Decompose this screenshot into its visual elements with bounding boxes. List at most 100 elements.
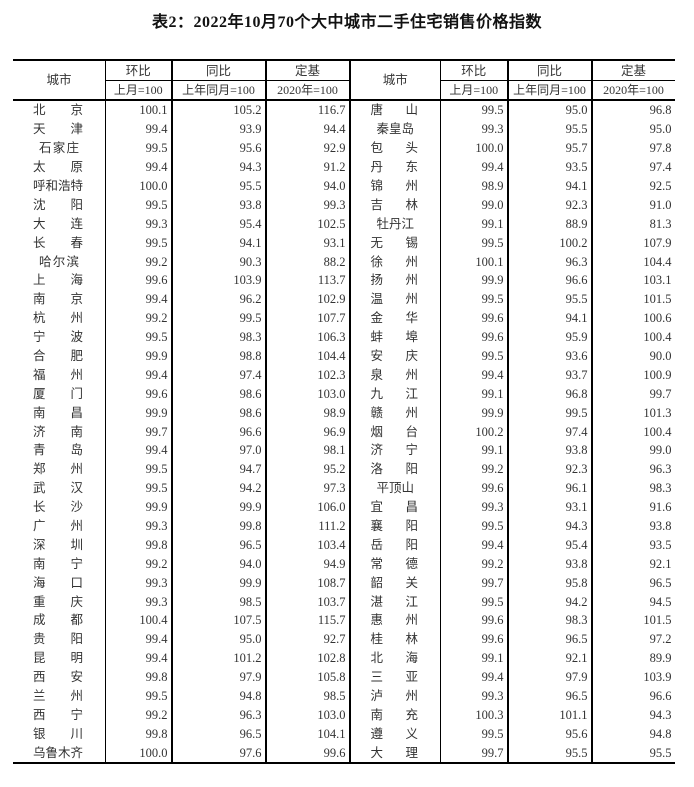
fixed-value: 102.9: [264, 289, 350, 309]
fixed-value: 102.5: [264, 214, 350, 234]
city-name: 南宁: [33, 555, 84, 571]
city-name: 桂林: [348, 629, 441, 649]
yoy-value: 99.9: [170, 573, 266, 593]
city-name: 北海: [348, 648, 441, 668]
mom-value: 99.4: [440, 157, 508, 177]
city-name: 遵义: [348, 724, 441, 744]
yoy-value: 101.2: [170, 648, 266, 668]
mom-value: 99.7: [440, 743, 508, 764]
yoy-value: 97.9: [506, 667, 592, 687]
header-fixed: 定基: [590, 60, 675, 81]
city-name: 青岛: [33, 442, 84, 458]
mom-value: 99.4: [105, 648, 172, 668]
mom-value: 99.9: [440, 271, 508, 290]
mom-value: 99.0: [440, 195, 508, 215]
fixed-value: 98.5: [264, 686, 350, 706]
mom-value: 99.5: [105, 138, 172, 158]
yoy-value: 95.4: [170, 214, 266, 234]
mom-value: 99.9: [105, 403, 172, 423]
table-row: 南宁 99.2 94.0 94.9 常德 99.2 93.8 92.1: [13, 554, 675, 574]
header-yoy: 同比: [170, 60, 266, 81]
table-row: 昆明 99.4 101.2 102.8 北海 99.1 92.1 89.9: [13, 648, 675, 668]
yoy-value: 97.9: [170, 667, 266, 687]
yoy-value: 99.5: [170, 308, 266, 328]
fixed-value: 100.6: [590, 308, 675, 328]
city-name: 三亚: [348, 667, 441, 687]
table-row: 青岛 99.4 97.0 98.1 济宁 99.1 93.8 99.0: [13, 441, 675, 460]
mom-value: 99.3: [440, 497, 508, 517]
fixed-value: 95.5: [590, 743, 675, 764]
city-name: 重庆: [33, 593, 84, 609]
table-row: 天津 99.4 93.9 94.4 秦皇岛 99.3 95.5 95.0: [13, 119, 675, 139]
yoy-value: 95.6: [170, 138, 266, 158]
fixed-value: 81.3: [590, 214, 675, 234]
mom-value: 99.4: [105, 629, 172, 649]
city-name: 岳阳: [348, 535, 441, 555]
fixed-value: 107.7: [264, 308, 350, 328]
city-name: 福州: [33, 366, 84, 382]
mom-value: 99.8: [105, 535, 172, 555]
fixed-value: 94.9: [264, 554, 350, 574]
mom-value: 99.6: [105, 271, 172, 290]
fixed-value: 89.9: [590, 648, 675, 668]
header-fixed: 定基: [264, 60, 350, 81]
fixed-value: 104.4: [264, 346, 350, 366]
table-row: 杭州 99.2 99.5 107.7 金华 99.6 94.1 100.6: [13, 308, 675, 328]
city-name: 贵阳: [33, 631, 84, 647]
fixed-value: 99.7: [590, 384, 675, 404]
fixed-value: 90.0: [590, 346, 675, 366]
yoy-value: 98.8: [170, 346, 266, 366]
fixed-value: 95.2: [264, 459, 350, 479]
fixed-value: 96.3: [590, 459, 675, 479]
yoy-value: 96.6: [506, 271, 592, 290]
yoy-value: 94.2: [170, 478, 266, 498]
yoy-value: 95.7: [506, 138, 592, 158]
fixed-value: 101.3: [590, 403, 675, 423]
city-name: 哈尔滨: [39, 253, 80, 269]
city-name: 无锡: [348, 233, 441, 253]
table-row: 长春 99.5 94.1 93.1 无锡 99.5 100.2 107.9: [13, 233, 675, 253]
mom-value: 99.6: [440, 308, 508, 328]
fixed-value: 102.8: [264, 648, 350, 668]
city-name: 合肥: [33, 348, 84, 364]
fixed-value: 91.0: [590, 195, 675, 215]
table-row: 广州 99.3 99.8 111.2 襄阳 99.5 94.3 93.8: [13, 516, 675, 536]
mom-value: 99.5: [440, 100, 508, 120]
city-name: 吉林: [348, 195, 441, 215]
header-mom: 环比: [105, 60, 172, 81]
fixed-value: 99.3: [264, 195, 350, 215]
city-name: 昆明: [33, 650, 84, 666]
mom-value: 99.5: [105, 195, 172, 215]
table-row: 西安 99.8 97.9 105.8 三亚 99.4 97.9 103.9: [13, 667, 675, 687]
city-name: 秦皇岛: [348, 119, 441, 139]
table-row: 上海 99.6 103.9 113.7 扬州 99.9 96.6 103.1: [13, 271, 675, 290]
mom-value: 99.1: [440, 214, 508, 234]
city-name: 金华: [348, 308, 441, 328]
mom-value: 99.4: [105, 365, 172, 385]
mom-value: 99.1: [440, 441, 508, 460]
city-name: 太原: [33, 159, 84, 175]
mom-value: 99.4: [440, 535, 508, 555]
yoy-value: 94.1: [170, 233, 266, 253]
yoy-value: 95.5: [506, 119, 592, 139]
mom-value: 99.5: [440, 724, 508, 744]
fixed-value: 103.0: [264, 705, 350, 725]
fixed-value: 98.3: [590, 478, 675, 498]
table-row: 哈尔滨 99.2 90.3 88.2 徐州 100.1 96.3 104.4: [13, 252, 675, 272]
yoy-value: 95.0: [170, 629, 266, 649]
table-row: 南昌 99.9 98.6 98.9 赣州 99.9 99.5 101.3: [13, 403, 675, 423]
yoy-value: 97.0: [170, 441, 266, 460]
fixed-value: 91.2: [264, 157, 350, 177]
city-name: 洛阳: [348, 459, 441, 479]
yoy-value: 99.5: [506, 403, 592, 423]
fixed-value: 104.4: [590, 252, 675, 272]
city-name: 牡丹江: [348, 214, 441, 234]
fixed-value: 99.0: [590, 441, 675, 460]
header-fixed-base: 2020年=100: [264, 80, 350, 100]
mom-value: 100.0: [440, 138, 508, 158]
header-yoy: 同比: [506, 60, 592, 81]
fixed-value: 108.7: [264, 573, 350, 593]
fixed-value: 92.9: [264, 138, 350, 158]
city-name: 海口: [33, 574, 84, 590]
yoy-value: 99.8: [170, 516, 266, 536]
